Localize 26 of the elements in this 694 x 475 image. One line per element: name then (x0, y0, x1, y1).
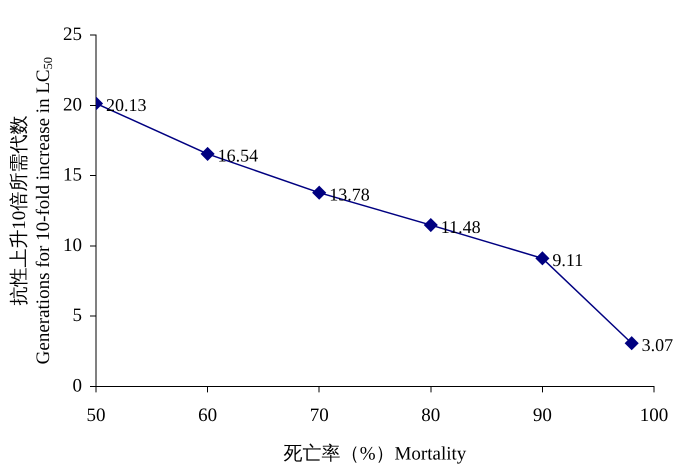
x-tick-label: 90 (532, 404, 552, 426)
y-tick-label: 20 (63, 94, 82, 116)
y-tick-label: 15 (63, 164, 82, 186)
x-tick-label: 60 (198, 404, 218, 426)
x-tick-label: 50 (86, 404, 106, 426)
point (312, 186, 326, 200)
data-label: 9.11 (552, 250, 584, 270)
y-tick-label: 5 (72, 305, 82, 326)
data-label: 11.48 (440, 216, 481, 237)
text: Generations for 10-fold increase in LC50 (32, 57, 55, 364)
x-tick-label: 80 (421, 404, 440, 426)
data-label: 3.07 (642, 334, 674, 355)
x-axis-title: 死亡率（%）Mortality (284, 442, 467, 465)
point (424, 218, 438, 232)
x-tick-label: 70 (310, 404, 329, 426)
point (536, 252, 550, 266)
point (624, 336, 638, 350)
y-tick-label: 0 (72, 375, 82, 396)
data-label: 13.78 (329, 184, 370, 204)
x-tick-label: 100 (640, 404, 668, 426)
y-tick-label: 25 (63, 24, 82, 45)
point (200, 147, 214, 161)
text: 抗性上升10倍所需代数 (8, 116, 30, 306)
y-tick-label: 10 (63, 234, 82, 256)
data-label: 16.54 (218, 146, 258, 166)
data-label: 20.13 (106, 95, 146, 116)
